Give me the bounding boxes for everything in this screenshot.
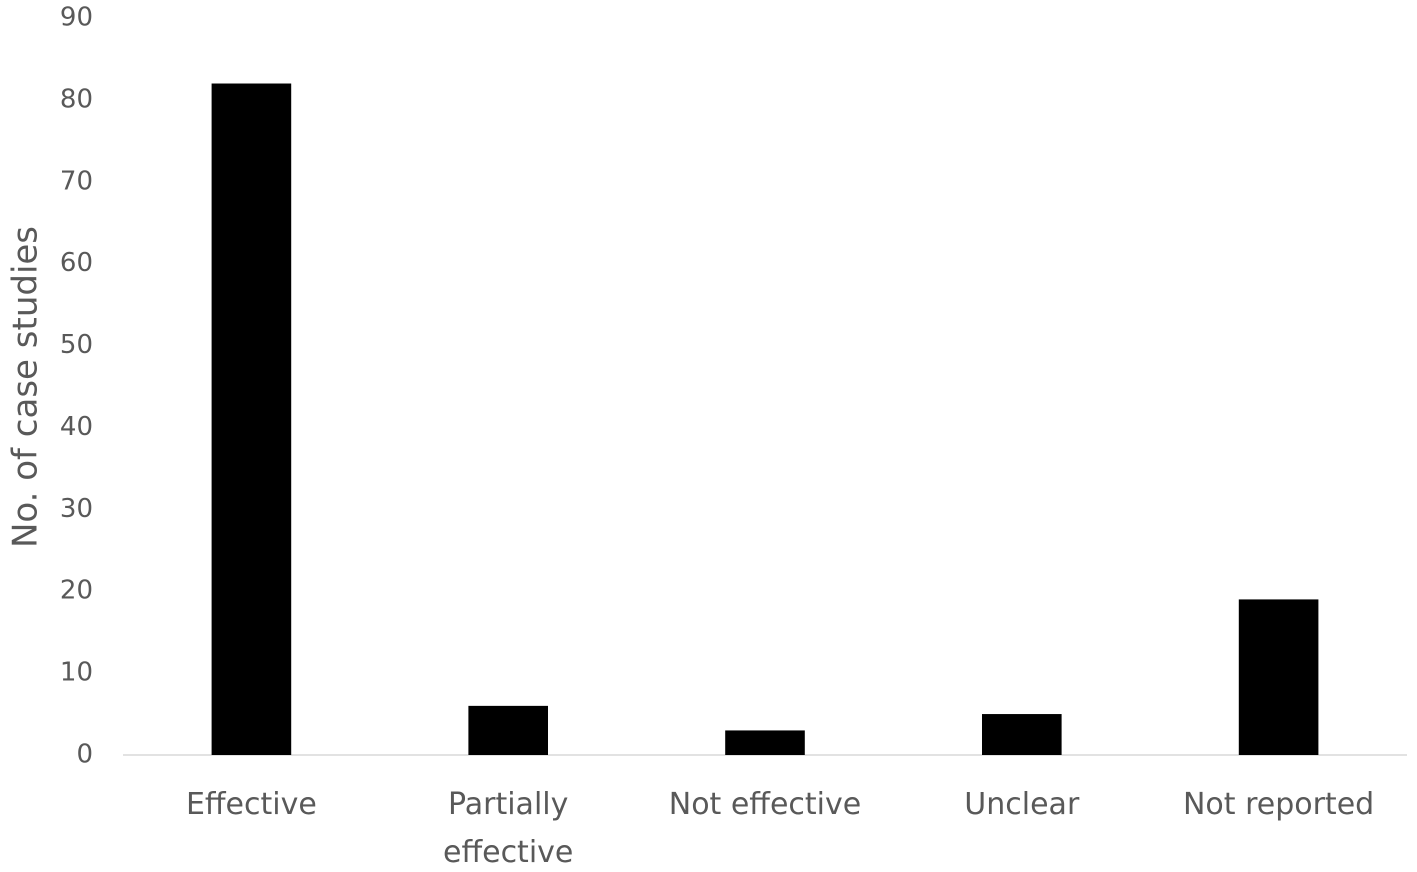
- y-tick-label: 50: [60, 330, 93, 360]
- y-tick-label: 20: [60, 576, 93, 606]
- y-tick-label: 60: [60, 248, 93, 278]
- x-tick-label: Not reported: [1182, 787, 1375, 822]
- bar: [1238, 599, 1319, 755]
- y-tick-label: 90: [60, 3, 93, 33]
- x-tick-label: Unclear: [964, 787, 1080, 822]
- x-tick-label: Effective: [185, 787, 317, 822]
- x-tick-label: Partially effective: [442, 787, 574, 870]
- y-tick-label: 70: [60, 166, 93, 196]
- bar: [725, 730, 805, 755]
- y-axis-title: No. of case studies: [6, 226, 46, 548]
- x-tick-label: Not effective: [668, 787, 862, 822]
- y-tick-label: 10: [60, 658, 93, 688]
- y-tick-label: 0: [76, 740, 93, 770]
- bar: [981, 714, 1062, 755]
- y-tick-label: 80: [60, 84, 93, 114]
- y-tick-label: 30: [60, 494, 93, 524]
- bar: [468, 705, 549, 755]
- y-tick-label: 40: [60, 412, 93, 442]
- bar: [211, 83, 292, 755]
